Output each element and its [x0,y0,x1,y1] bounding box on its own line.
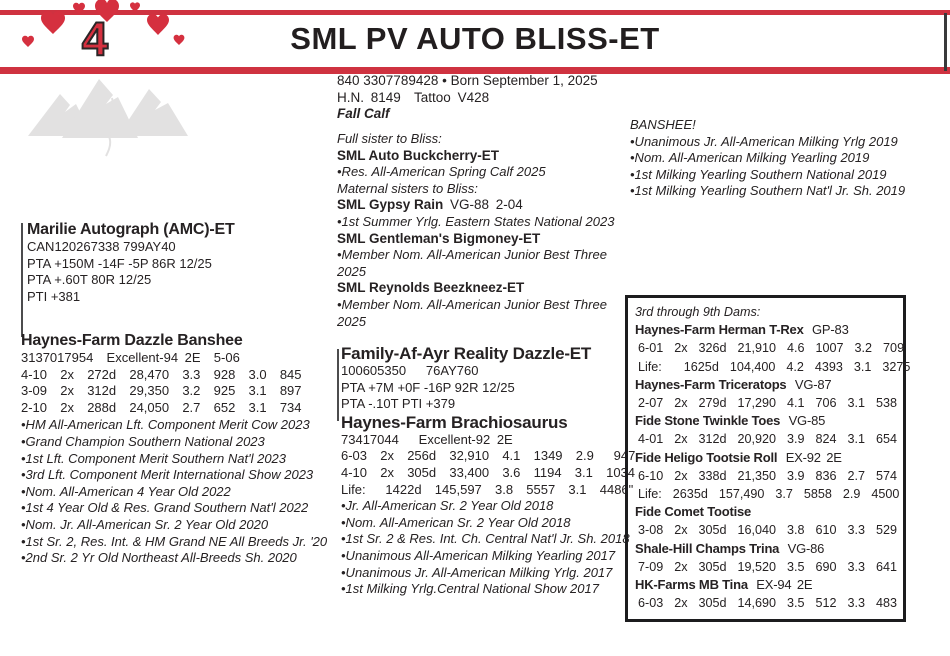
sibling-note: •1st Summer Yrlg. Eastern States Nationa… [337,213,615,229]
dam-entry-name: Fide Heligo Tootsie Roll EX-92 2E [635,449,842,465]
calf-herd-line: H.N. 8149 Tattoo V428 [337,89,490,105]
sibling-name: SML Gentleman's Bigmoney-ET [337,230,541,246]
sibling-grade: VG-88 2-04 [443,197,523,213]
record-line: 6-01 2x 326d 21,910 4.6 1007 3.2 709 [638,341,905,356]
sire-pta-line: PTA +.60T 80R 12/25 [27,272,152,288]
later-dams-box: 3rd through 9th Dams: Haynes-Farm Herman… [625,295,911,622]
award-item: •Unanimous All-American Milking Yearling… [341,547,616,563]
page-edge-line [944,13,947,71]
sibling-note: •Member Nom. All-American Junior Best Th… [337,247,607,279]
award-item: •HM All-American Lft. Component Merit Co… [21,417,310,433]
banshee-heading: BANSHEE! [630,117,696,132]
siblings-section: Full sister to Bliss: SML Auto Buckcherr… [337,131,637,330]
mountains-logo-icon [28,79,188,157]
award-item: •3rd Lft. Component Merit International … [21,467,314,483]
grandsire-reg-line: 100605350 76AY760 [341,363,479,378]
sibling-name: SML Auto Buckcherry-ET [337,147,500,163]
award-item: •Nom. All-American Sr. 2 Year Old 2018 [341,514,571,530]
record-line: Life: 1422d 145,597 3.8 5557 3.1 4486" [341,481,634,497]
calf-season: Fall Calf [337,106,390,122]
record-line: 6-10 2x 338d 21,350 3.9 836 2.7 574 [638,468,898,483]
sibling-note: •Res. All-American Spring Calf 2025 [337,164,546,180]
dam-entry-name: Fide Comet Tootise [635,503,896,521]
award-item: •1st Sr. 2 & Res. Int. Ch. Central Nat'l… [341,531,630,547]
sire-block: Marilie Autograph (AMC)-ET CAN120267338 … [27,221,327,305]
sire-pti-line: PTI +381 [27,288,81,304]
dam-reg-line: 3137017954 Excellent-94 2E 5-06 [21,350,240,365]
header-top-rule [0,10,950,15]
award-item: •Nom. All-American 4 Year Old 2022 [21,483,231,499]
dam-entry-name: HK-Farms MB Tina EX-94 2E [635,577,813,593]
lot-number: 4 [81,12,109,65]
second-dam-pedigree: Family-Af-Ayr Reality Dazzle-ET 10060535… [341,344,646,598]
grandsire-pta-line: PTA +7M +0F -16P 92R 12/25 [341,379,515,395]
record-line: 4-01 2x 312d 20,920 3.9 824 3.1 654 [638,432,898,447]
page-title: SML PV AUTO BLISS-ET [290,21,660,56]
dam-name: Haynes-Farm Dazzle Banshee [21,332,243,349]
lot-badge [6,0,196,70]
record-line: 7-09 2x 305d 19,520 3.5 690 3.3 641 [638,559,898,574]
sibling-note: •Member Nom. All-American Junior Best Th… [337,296,607,329]
dam-entry-name: Haynes-Farm Herman T-Rex GP-83 [635,322,849,338]
record-line: 2-07 2x 279d 17,290 4.1 706 3.1 538 [638,396,898,411]
record-line: 3-08 2x 305d 16,040 3.8 610 3.3 529 [638,523,898,538]
full-sister-heading: Full sister to Bliss: [337,131,442,146]
award-item: •1st 4 Year Old & Res. Grand Southern Na… [21,500,309,516]
maternal-grandsire-name: Family-Af-Ayr Reality Dazzle-ET [341,344,592,363]
header-bottom-rule [0,67,950,74]
sibling-name: SML Reynolds Beezkneez-ET [337,280,525,296]
record-line: 6-03 2x 305d 14,690 3.5 512 3.3 483 [638,596,898,611]
hearts-decoration-icon [22,0,185,47]
pedigree-bracket-left [21,223,23,337]
dam-grade: GP-83 [806,322,849,338]
dam-grade [751,504,754,519]
grandsire-pta-line: PTA -.10T PTI +379 [341,396,456,412]
highlight-item: •Unanimous Jr. All-American Milking Yrlg… [630,133,898,149]
sire-reg-line: CAN120267338 799AY40 [27,239,176,254]
record-line: 2-10 2x 288d 24,050 2.7 652 3.1 734 [21,399,302,415]
award-item: •Unanimous Jr. All-American Milking Yrlg… [341,564,613,580]
record-line: 6-03 2x 256d 32,910 4.1 1349 2.9 947 [341,448,636,464]
award-item: •Nom. Jr. All-American Sr. 2 Year Old 20… [21,516,269,532]
banshee-highlights: BANSHEE! •Unanimous Jr. All-American Mil… [630,117,940,200]
dam-grade: EX-92 2E [780,449,842,465]
dam-grade: VG-87 [789,376,832,392]
dam-entry-name: Shale-Hill Champs Trina VG-86 [635,540,825,556]
maternal-sisters-heading: Maternal sisters to Bliss: [337,180,478,196]
award-item: •1st Milking Yrlg.Central National Show … [341,581,599,597]
highlight-item: •1st Milking Yearling Southern National … [630,166,887,182]
award-item: •Jr. All-American Sr. 2 Year Old 2018 [341,498,554,514]
record-line: Life: 2635d 157,490 3.7 5858 2.9 4500 [638,487,900,502]
award-item: •2nd Sr. 2 Yr Old Northeast All-Breeds S… [21,550,297,566]
record-line: 4-10 2x 305d 33,400 3.6 1194 3.1 1034 [341,464,636,480]
sire-name: Marilie Autograph (AMC)-ET [27,221,235,238]
second-dam-reg-line: 73417044 Excellent-92 2E [341,431,513,447]
dam-entry-name: Fide Stone Twinkle Toes VG-85 [635,413,826,429]
sire-pta-line: PTA +150M -14F -5P 86R 12/25 [27,255,212,271]
dam-block: Haynes-Farm Dazzle Banshee 3137017954 Ex… [21,332,336,567]
award-item: •Grand Champion Southern National 2023 [21,433,265,449]
record-line: 3-09 2x 312d 29,350 3.2 925 3.1 897 [21,383,302,399]
award-item: •1st Sr. 2, Res. Int. & HM Grand NE All … [21,533,328,549]
sibling-name: SML Gypsy Rain VG-88 2-04 [337,197,523,213]
highlight-item: •1st Milking Yearling Southern Nat'l Jr.… [630,183,906,199]
calf-id-line: 840 3307789428 • Born September 1, 2025 [337,73,598,88]
dam-grade: VG-86 [782,540,825,556]
dam-grade: EX-94 2E [750,577,813,593]
highlight-item: •Nom. All-American Milking Yearling 2019 [630,150,870,166]
second-dam-name: Haynes-Farm Brachiosaurus [341,412,568,432]
dam-grade: VG-85 [783,413,826,429]
award-item: •1st Lft. Component Merit Southern Nat'l… [21,450,287,466]
calf-info: 840 3307789428 • Born September 1, 2025 … [337,73,637,123]
record-line: 4-10 2x 272d 28,470 3.3 928 3.0 845 [21,366,302,382]
later-dams-heading: 3rd through 9th Dams: [635,305,761,319]
pedigree-bracket-middle [337,349,339,421]
dam-entry-name: Haynes-Farm Triceratops VG-87 [635,376,832,392]
record-line: Life: 1625d 104,400 4.2 4393 3.1 3275 [638,359,911,374]
